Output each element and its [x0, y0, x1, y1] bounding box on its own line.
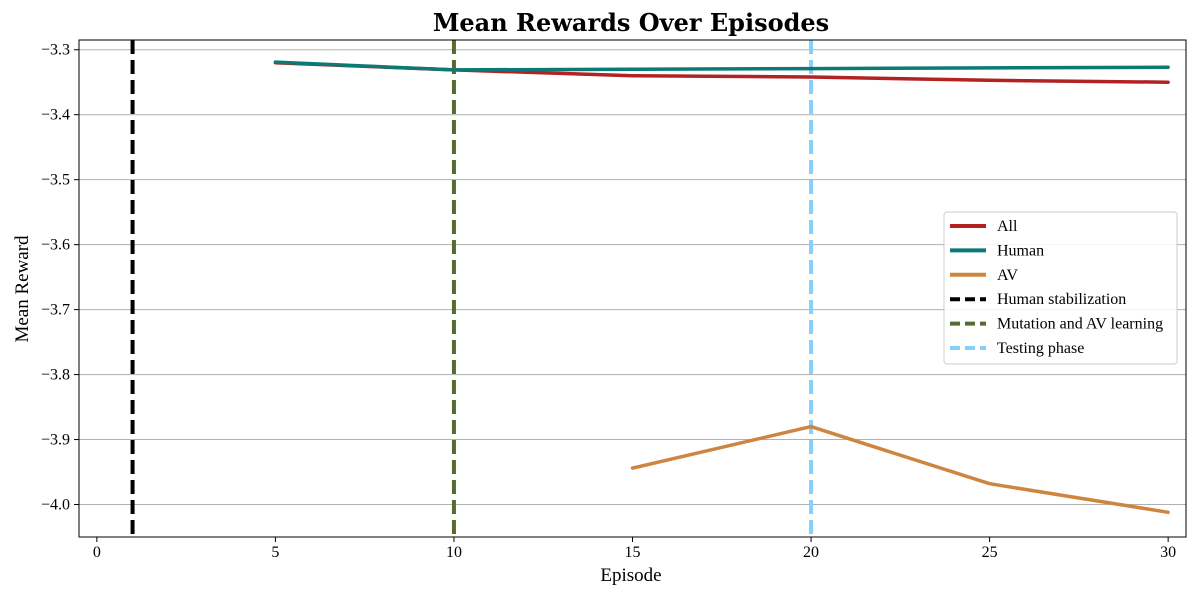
vertical-lines — [130, 40, 814, 537]
y-axis-label: Mean Reward — [12, 235, 33, 343]
x-tick-label: 25 — [982, 544, 998, 561]
chart-title: Mean Rewards Over Episodes — [433, 8, 829, 37]
x-axis-ticks: 0 5 10 15 20 25 30 — [93, 537, 1176, 561]
legend-box — [943, 211, 1178, 365]
y-tick-label: −3.4 — [41, 107, 70, 124]
x-tick-label: 0 — [93, 544, 101, 561]
legend-label: Human stabilization — [997, 291, 1126, 308]
x-tick-label: 20 — [803, 544, 819, 561]
series-line-human — [273, 60, 1170, 72]
x-axis-label: Episode — [600, 565, 661, 586]
x-tick-label: 30 — [1160, 544, 1176, 561]
y-tick-label: −3.3 — [41, 42, 70, 59]
x-tick-label: 5 — [271, 544, 279, 561]
legend-label: All — [997, 218, 1018, 235]
legend-label: Human — [997, 242, 1044, 259]
series-lines — [273, 60, 1170, 515]
series-line-all — [273, 60, 1170, 84]
legend-label: Testing phase — [997, 340, 1084, 357]
y-tick-label: −4.0 — [41, 497, 70, 514]
series-line-av — [630, 424, 1170, 515]
y-tick-label: −3.7 — [41, 302, 70, 319]
legend: All Human AV Human stabilization Mutation an… — [943, 211, 1178, 365]
x-tick-label: 15 — [625, 544, 641, 561]
grid — [79, 49, 1186, 506]
y-tick-label: −3.9 — [41, 432, 70, 449]
legend-label: AV — [997, 267, 1018, 284]
x-tick-label: 10 — [446, 544, 462, 561]
y-tick-label: −3.5 — [41, 172, 70, 189]
y-tick-label: −3.8 — [41, 367, 70, 384]
y-axis-ticks: −3.3 −3.4 −3.5 −3.6 −3.7 −3.8 −3.9 −4.0 — [41, 42, 79, 514]
legend-label: Mutation and AV learning — [997, 316, 1163, 333]
y-tick-label: −3.6 — [41, 237, 70, 254]
